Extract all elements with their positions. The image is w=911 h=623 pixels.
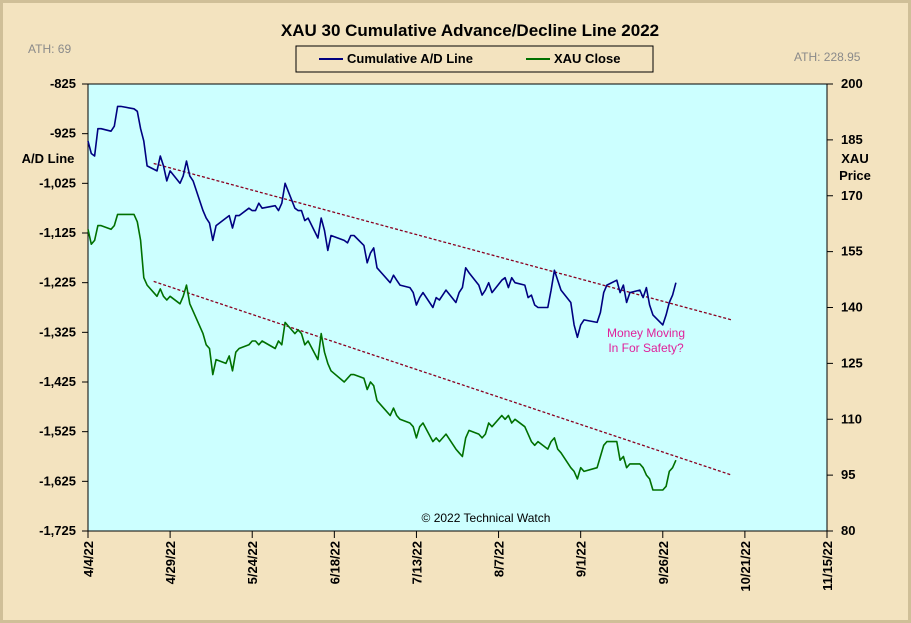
left-axis-label: A/D Line	[22, 151, 75, 166]
x-tick-label: 4/4/22	[81, 541, 96, 577]
series-ad-line	[87, 105, 677, 339]
right-tick-label: 80	[841, 523, 855, 538]
annotation-line2: In For Safety?	[608, 341, 684, 355]
right-axis: 200 185 170 155 140 125 110 95 80	[827, 76, 863, 538]
ath-left: ATH: 69	[28, 42, 71, 56]
left-tick-label: -825	[50, 76, 76, 91]
annotation-line1: Money Moving	[607, 326, 685, 340]
ath-right: ATH: 228.95	[794, 50, 861, 64]
right-tick-label: 185	[841, 132, 863, 147]
copyright: © 2022 Technical Watch	[422, 511, 551, 525]
right-tick-label: 200	[841, 76, 863, 91]
plot-area	[87, 83, 828, 532]
left-tick-label: -1,325	[39, 324, 76, 339]
x-tick-label: 11/15/22	[820, 541, 835, 591]
right-tick-label: 155	[841, 244, 863, 259]
left-tick-label: -1,125	[39, 225, 76, 240]
x-tick-label: 9/1/22	[574, 541, 589, 577]
trendline-right	[153, 280, 732, 476]
left-tick-label: -1,225	[39, 275, 76, 290]
right-tick-label: 125	[841, 355, 863, 370]
left-tick-label: -1,525	[39, 424, 76, 439]
left-tick-label: -1,625	[39, 473, 76, 488]
x-axis: 4/4/22 4/29/22 5/24/22 6/18/22 7/13/22 8/7/22…	[81, 531, 835, 592]
x-tick-label: 10/21/22	[738, 541, 753, 592]
left-tick-label: -925	[50, 126, 76, 141]
x-tick-label: 8/7/22	[492, 541, 507, 577]
left-axis-label-line1: A/D	[22, 151, 44, 166]
left-axis: -825 -925 -1,025 -1,125 -1,225 -1,325 -1,425 -1…	[39, 76, 88, 538]
right-tick-label: 95	[841, 467, 855, 482]
series-lines	[87, 105, 677, 491]
x-tick-label: 9/26/22	[656, 541, 671, 584]
right-axis-label-line1: XAU	[841, 151, 868, 166]
legend-label-xau-close: XAU Close	[554, 51, 620, 66]
series-xau-close	[87, 213, 677, 491]
left-tick-label: -1,425	[39, 374, 76, 389]
chart-title: XAU 30 Cumulative Advance/Decline Line 2…	[281, 21, 659, 40]
x-tick-label: 4/29/22	[163, 541, 178, 584]
legend: Cumulative A/D Line XAU Close	[295, 45, 654, 73]
right-tick-label: 110	[841, 411, 862, 426]
left-tick-label: -1,725	[39, 523, 76, 538]
trendlines	[153, 162, 732, 476]
x-tick-label: 6/18/22	[327, 541, 342, 584]
left-axis-label-line2: Line	[48, 151, 75, 166]
legend-box	[295, 45, 654, 73]
legend-label-ad-line: Cumulative A/D Line	[347, 51, 473, 66]
x-tick-label: 7/13/22	[409, 541, 424, 584]
left-tick-label: -1,025	[39, 175, 76, 190]
x-tick-label: 5/24/22	[245, 541, 260, 584]
right-tick-label: 170	[841, 188, 863, 203]
right-tick-label: 140	[841, 300, 863, 315]
right-axis-label-line2: Price	[839, 168, 871, 183]
